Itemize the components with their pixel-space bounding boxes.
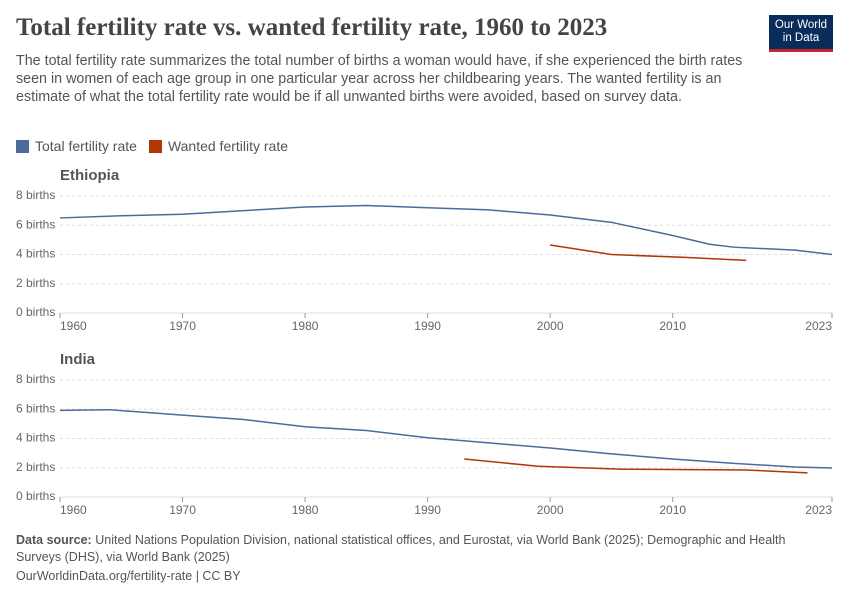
x-tick-label: 1960 bbox=[60, 503, 87, 517]
legend-swatch bbox=[148, 139, 162, 153]
title: Total fertility rate vs. wanted fertilit… bbox=[16, 14, 608, 41]
panel-title: Ethiopia bbox=[60, 167, 120, 184]
line bbox=[59, 408, 833, 469]
y-tick-label: 4 births bbox=[16, 247, 55, 261]
x-tick-label: 1990 bbox=[414, 503, 441, 517]
legend: Total fertility rate Wanted fertility rat… bbox=[16, 138, 288, 154]
x-tick-label: 2000 bbox=[537, 503, 564, 517]
logo[interactable]: Our World in Data bbox=[769, 15, 833, 52]
y-tick-label: 2 births bbox=[16, 460, 55, 474]
legend-swatch bbox=[16, 139, 29, 153]
y-tick-label: 6 births bbox=[16, 217, 55, 231]
x-tick-label: 1970 bbox=[169, 319, 196, 333]
x-tick-label: 1990 bbox=[414, 319, 441, 333]
legend-label: Total fertility rate bbox=[35, 138, 137, 154]
legend-label: Wanted fertility rate bbox=[167, 138, 289, 154]
y-tick-label: 8 births bbox=[16, 372, 55, 386]
y-tick-label: 0 births bbox=[16, 489, 55, 503]
y-tick-label: 2 births bbox=[16, 276, 55, 290]
line bbox=[550, 244, 747, 262]
x-tick-label: 1970 bbox=[169, 503, 196, 517]
source: United Nations Population Division, nati… bbox=[16, 533, 786, 564]
legend-item[interactable]: Total fertility rate bbox=[16, 138, 137, 154]
panel-title: India bbox=[60, 351, 96, 368]
x-tick-label: 2023 bbox=[805, 319, 832, 333]
y-tick-label: 4 births bbox=[16, 431, 55, 445]
line bbox=[59, 204, 833, 256]
x-tick-label: 1980 bbox=[292, 319, 319, 333]
x-tick-label: 1960 bbox=[60, 319, 87, 333]
x-tick-label: 2023 bbox=[805, 503, 832, 517]
x-tick-label: 2010 bbox=[659, 503, 686, 517]
y-tick-label: 6 births bbox=[16, 401, 55, 415]
x-tick-label: 1980 bbox=[292, 503, 319, 517]
legend-item[interactable]: Wanted fertility rate bbox=[148, 138, 289, 154]
footer: Data source: United Nations Population D… bbox=[16, 532, 826, 566]
y-tick-label: 0 births bbox=[16, 305, 55, 319]
url: OurWorldinData.org/fertility-rate | CC B… bbox=[16, 569, 241, 583]
subtitle: The total fertility rate summarizes the … bbox=[16, 53, 743, 105]
y-tick-label: 8 births bbox=[16, 188, 55, 202]
x-tick-label: 2010 bbox=[659, 319, 686, 333]
line bbox=[464, 458, 808, 474]
x-tick-label: 2000 bbox=[537, 319, 564, 333]
source-label: Data source: bbox=[16, 533, 92, 547]
